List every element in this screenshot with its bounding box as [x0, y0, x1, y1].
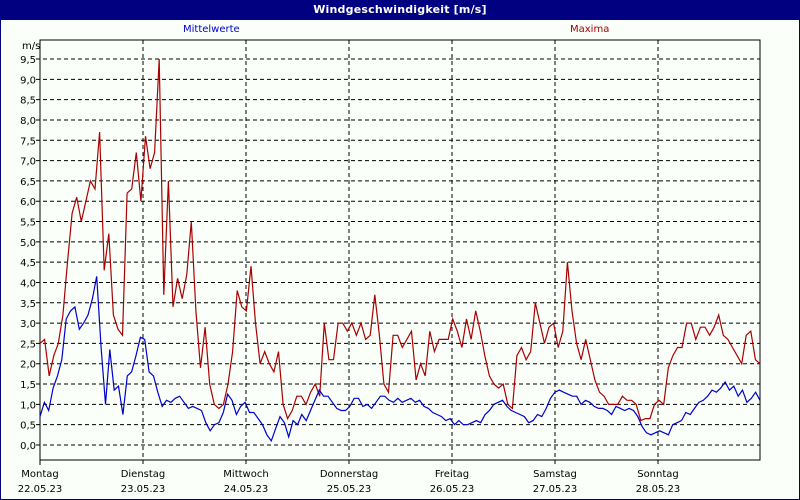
y-tick-label: 1,5 [20, 380, 36, 391]
y-axis-unit: m/s [22, 41, 40, 52]
y-tick-label: 4,5 [20, 258, 36, 269]
y-tick-label: 0,0 [20, 441, 36, 452]
y-tick-label: 5,5 [20, 218, 36, 229]
y-tick-label: 3,5 [20, 299, 36, 310]
x-tick-date: 28.05.23 [636, 484, 681, 495]
x-tick-date: 27.05.23 [533, 484, 578, 495]
x-tick-date: 24.05.23 [224, 484, 269, 495]
y-tick-label: 6,5 [20, 177, 36, 188]
x-tick-day: Mittwoch [223, 469, 268, 480]
y-tick-label: 7,5 [20, 136, 36, 147]
x-tick-date: 23.05.23 [121, 484, 166, 495]
chart-title: Windgeschwindigkeit [m/s] [0, 0, 800, 20]
x-tick-date: 25.05.23 [327, 484, 372, 495]
x-tick-date: 22.05.23 [18, 484, 63, 495]
y-tick-label: 8,0 [20, 116, 36, 127]
y-tick-label: 7,0 [20, 157, 36, 168]
y-tick-label: 9,0 [20, 75, 36, 86]
x-tick-day: Sonntag [637, 469, 679, 480]
y-tick-label: 2,0 [20, 360, 36, 371]
series-mittelwerte-line [39, 276, 761, 443]
x-tick-day: Dienstag [121, 469, 166, 480]
grid-lines [36, 40, 760, 465]
y-tick-label: 0,5 [20, 421, 36, 432]
x-tick-day: Donnerstag [320, 469, 378, 480]
y-tick-label: 9,5 [20, 55, 36, 66]
legend-maxima: Maxima [570, 24, 610, 35]
plot-area [39, 39, 761, 461]
x-tick-date: 26.05.23 [430, 484, 475, 495]
x-tick-day: Freitag [435, 469, 469, 480]
x-axis: Montag 22.05.23 Dienstag 23.05.23 Mittwoch 24… [18, 469, 681, 495]
y-axis: 0,0 0,5 1,0 1,5 2,0 2,5 3,0 3,5 4,0 4,5 5,0 5,5 6,0 6… [20, 55, 36, 452]
y-tick-label: 8,5 [20, 96, 36, 107]
x-tick-day: Montag [21, 469, 58, 480]
y-tick-label: 3,0 [20, 319, 36, 330]
x-tick-day: Samstag [533, 469, 577, 480]
y-tick-label: 5,0 [20, 238, 36, 249]
legend-mittelwerte: Mittelwerte [183, 24, 240, 35]
y-tick-label: 2,5 [20, 339, 36, 350]
y-tick-label: 4,0 [20, 278, 36, 289]
series-maxima-line [39, 58, 761, 422]
y-tick-label: 1,0 [20, 400, 36, 411]
y-tick-label: 6,0 [20, 197, 36, 208]
